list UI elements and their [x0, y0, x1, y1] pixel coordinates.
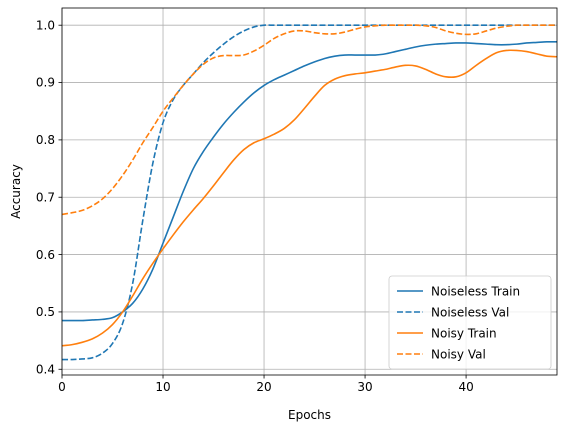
legend-box	[388, 275, 552, 370]
series-line-noiseless-train	[62, 40, 557, 322]
series-line-noisy-val	[62, 24, 557, 216]
y-axis-label: Accuracy	[9, 164, 23, 219]
x-tick-label: 20	[256, 380, 271, 394]
legend-label-noiseless-train: Noiseless Train	[431, 284, 520, 298]
x-tick-label: 30	[357, 380, 372, 394]
series-line-noiseless-val	[62, 24, 557, 361]
x-tick-label: 0	[58, 380, 66, 394]
grid	[61, 8, 557, 375]
plot-frame	[61, 7, 558, 376]
legend-label-noisy-train: Noisy Train	[431, 326, 497, 340]
x-axis-label: Epochs	[288, 408, 331, 422]
legend-label-noisy-val: Noisy Val	[431, 347, 486, 361]
y-tick-label: 0.8	[36, 133, 55, 147]
y-tick-label: 0.6	[36, 248, 55, 262]
y-tick-label: 0.5	[36, 305, 55, 319]
legend: Noiseless Train Noiseless Val Noisy Train N…	[388, 275, 552, 370]
x-tick-label: 10	[155, 380, 170, 394]
y-tick-label: 0.9	[36, 76, 55, 90]
legend-label-noiseless-val: Noiseless Val	[431, 305, 509, 319]
y-tick-label: 0.7	[36, 190, 55, 204]
series-line-noisy-train	[62, 49, 557, 347]
y-tick-label: 0.4	[36, 362, 55, 376]
series-lines	[62, 24, 557, 361]
y-tick-label: 1.0	[36, 18, 55, 32]
x-tick-label: 40	[458, 380, 473, 394]
axis-ticks: 0 10 20 30 40 0.4 0.5 0.6 0.7 0.8 0.9 1.0	[36, 18, 474, 394]
